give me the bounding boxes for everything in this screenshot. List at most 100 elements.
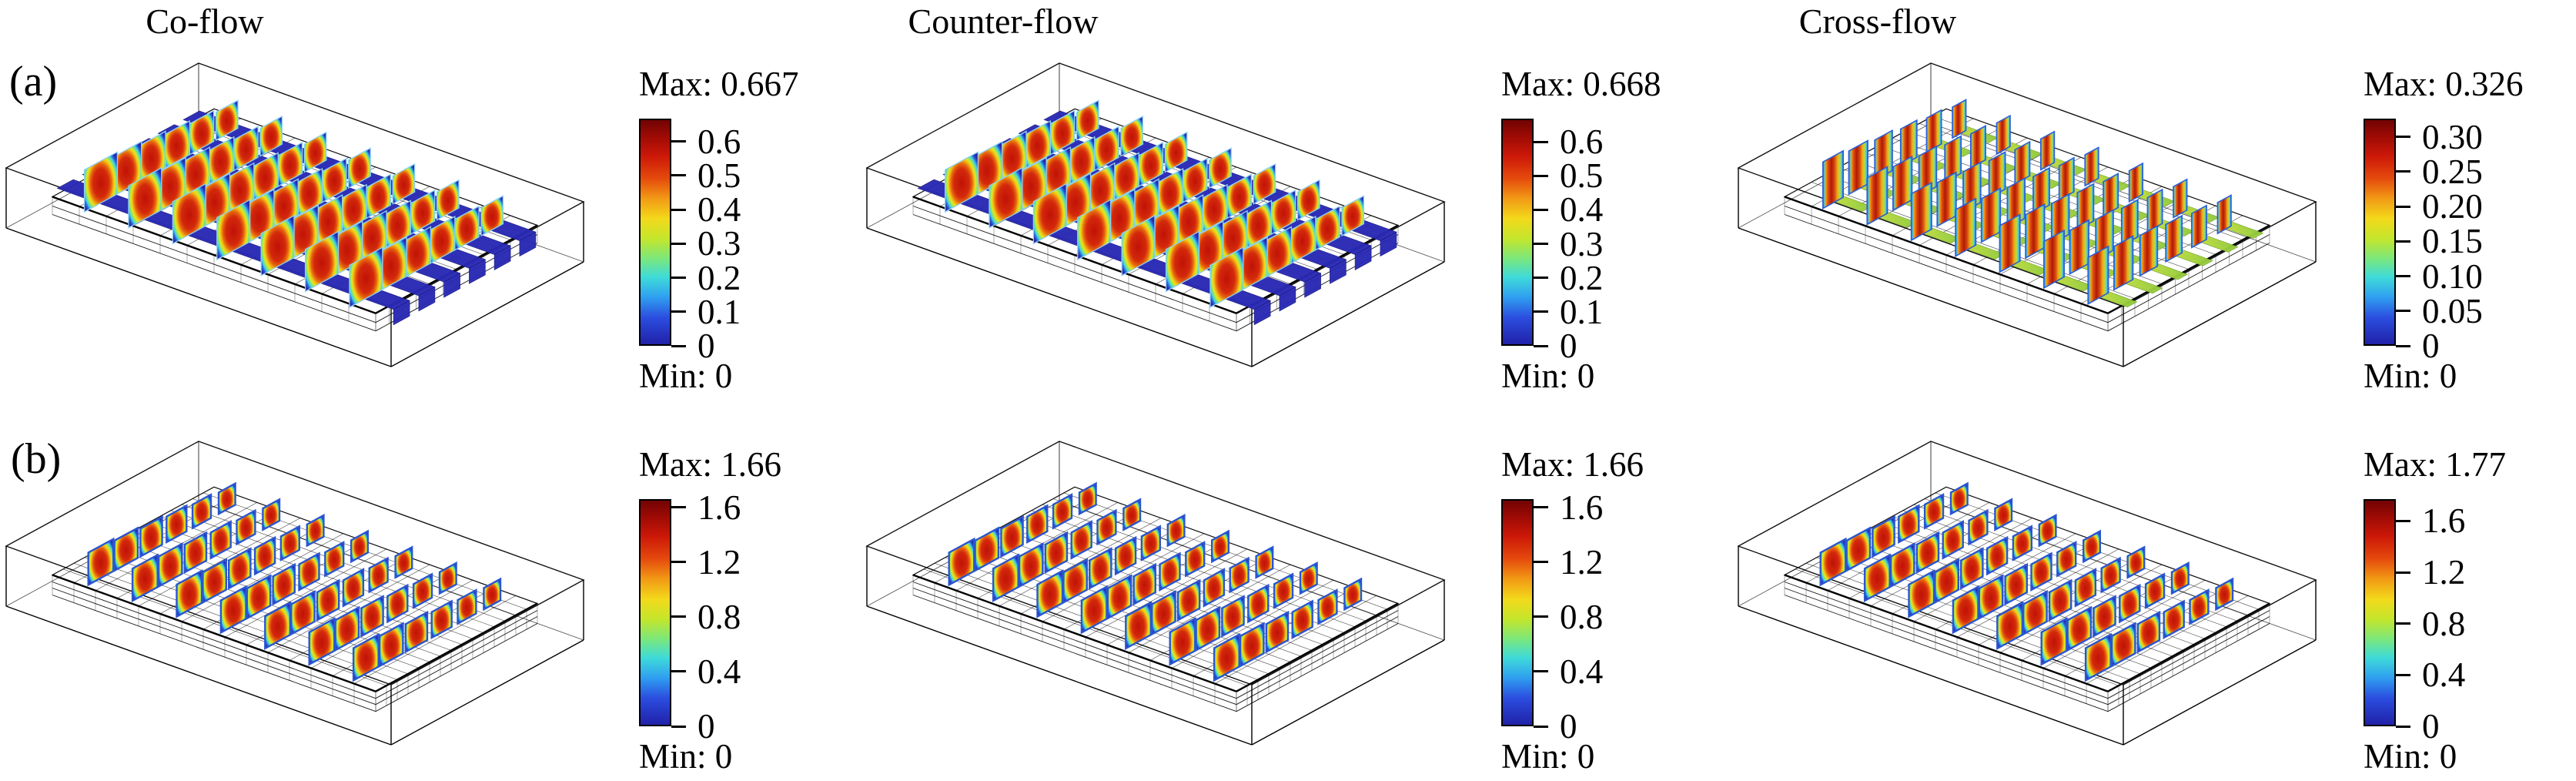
colorbar-tick-label: 0: [1560, 327, 1577, 365]
colorbar-max-label: Max: 1.77: [2364, 445, 2506, 484]
colorbar-b-co-flow: Max: 1.66 1.6 1.2 0.8 0.4 0 Min: 0: [639, 445, 855, 776]
colorbar-gradient: [1501, 499, 1534, 726]
colorbar-tick: [2396, 725, 2410, 728]
colorbar-b-cross-flow: Max: 1.77 1.6 1.2 0.8 0.4 0 Min: 0: [2364, 445, 2576, 776]
colorbar-tick-label: 0.8: [698, 597, 741, 636]
colorbar-tick-label: 0: [698, 707, 715, 746]
panel-b-co-flow: [0, 394, 608, 756]
colorbar-a-counter-flow: Max: 0.668 0.6 0.5 0.4 0.3 0.2 0.1 0 Min: 0: [1501, 65, 1717, 395]
colorbar-tick: [1534, 310, 1548, 313]
colorbar-tick: [1534, 174, 1548, 177]
row-label-a: (a): [9, 58, 58, 106]
colorbar-tick: [671, 208, 686, 211]
colorbar-min-label: Min: 0: [2364, 737, 2457, 776]
colorbar-tick: [2396, 240, 2410, 243]
colorbar-a-co-flow: Max: 0.667 0.6 0.5 0.4 0.3 0.2 0.1 0 Min: 0: [639, 65, 855, 395]
colorbar-tick-label: 0.3: [698, 224, 741, 263]
column-title-counter-flow: Counter-flow: [908, 2, 1099, 41]
colorbar-tick: [671, 174, 686, 177]
colorbar-scale: 1.6 1.2 0.8 0.4 0: [2364, 499, 2465, 746]
panel-a-cross-flow: [1732, 15, 2340, 377]
colorbar-tick: [1534, 277, 1548, 280]
colorbar-gradient: [639, 119, 671, 346]
colorbar-tick-label: 0.05: [2422, 291, 2483, 330]
row-label-b: (b): [11, 435, 62, 483]
colorbar-tick-label: 0.1: [698, 292, 741, 331]
colorbar-tick: [2396, 519, 2410, 522]
column-title-co-flow: Co-flow: [146, 2, 264, 41]
colorbar-tick-label: 0.2: [1560, 258, 1604, 297]
scene-a-counter-flow-3d-plot: [865, 62, 1446, 367]
colorbar-tick: [2396, 275, 2410, 277]
colorbar-tick: [671, 670, 686, 673]
colorbar-tick-label: 1.2: [1560, 542, 1604, 582]
colorbar-tick: [1534, 670, 1548, 673]
colorbar-tick-label: 0.5: [698, 156, 741, 195]
colorbar-min-label: Min: 0: [639, 357, 733, 395]
colorbar-tick: [2396, 571, 2410, 574]
colorbar-tick-label: 0.10: [2422, 256, 2483, 296]
colorbar-tick: [2396, 673, 2410, 676]
colorbar-tick-label: 1.6: [1560, 488, 1604, 527]
colorbar-tick-label: 0: [2422, 327, 2440, 365]
panel-b-counter-flow: [861, 394, 1469, 756]
colorbar-min-label: Min: 0: [1501, 357, 1595, 395]
colorbar-tick-label: 0.4: [698, 652, 741, 691]
colorbar-tick: [671, 344, 686, 347]
colorbar-tick: [671, 140, 686, 143]
colorbar-tick-label: 0.4: [1560, 190, 1604, 230]
scene-b-counter-flow-3d-plot: [865, 441, 1446, 746]
colorbar-tick: [1534, 208, 1548, 211]
colorbar-tick-label: 0: [698, 327, 715, 365]
colorbar-gradient: [639, 499, 671, 726]
colorbar-tick-label: 0: [1560, 707, 1577, 746]
colorbar-tick-label: 0.4: [1560, 652, 1604, 691]
colorbar-tick: [671, 561, 686, 564]
colorbar-scale: 0.6 0.5 0.4 0.3 0.2 0.1 0: [639, 119, 741, 365]
colorbar-tick: [671, 506, 686, 509]
colorbar-tick: [671, 615, 686, 618]
colorbar-tick-label: 0.2: [698, 258, 741, 297]
colorbar-tick-label: 0: [2422, 707, 2440, 746]
colorbar-scale: 0.30 0.25 0.20 0.15 0.10 0.05 0: [2364, 118, 2483, 365]
colorbar-tick-label: 1.2: [698, 542, 741, 582]
colorbar-tick: [2396, 310, 2410, 313]
panel-b-cross-flow: [1732, 394, 2340, 756]
colorbar-tick-label: 0.3: [1560, 224, 1604, 263]
colorbar-tick-label: 0.8: [1560, 597, 1604, 636]
colorbar-scale: 1.6 1.2 0.8 0.4 0: [1501, 488, 1603, 746]
colorbar-tick: [1534, 243, 1548, 245]
colorbar-tick: [1534, 615, 1548, 618]
column-title-cross-flow: Cross-flow: [1798, 2, 1957, 41]
colorbar-tick-label: 1.2: [2422, 553, 2466, 592]
colorbar-tick: [671, 277, 686, 280]
colorbar-a-cross-flow: Max: 0.326 0.30 0.25 0.20 0.15 0.10 0.05 0 Min…: [2364, 65, 2576, 395]
colorbar-tick: [2396, 622, 2410, 625]
colorbar-tick-label: 0.4: [698, 190, 741, 230]
colorbar-max-label: Max: 1.66: [639, 445, 781, 484]
colorbar-b-counter-flow: Max: 1.66 1.6 1.2 0.8 0.4 0 Min: 0: [1501, 445, 1717, 776]
colorbar-scale: 0.6 0.5 0.4 0.3 0.2 0.1 0: [1501, 119, 1603, 365]
panel-a-counter-flow: [861, 15, 1469, 377]
colorbar-max-label: Max: 0.326: [2364, 65, 2524, 103]
colorbar-tick: [1534, 140, 1548, 143]
colorbar-tick-label: 1.6: [698, 488, 741, 527]
colorbar-gradient: [2364, 499, 2396, 726]
colorbar-min-label: Min: 0: [639, 737, 733, 776]
colorbar-tick: [671, 242, 686, 245]
colorbar-tick: [2396, 344, 2410, 347]
colorbar-tick: [2396, 170, 2410, 173]
colorbar-tick: [1534, 725, 1548, 728]
colorbar-min-label: Min: 0: [2364, 357, 2457, 395]
colorbar-tick-label: 0.5: [1560, 156, 1604, 196]
panel-a-co-flow: [0, 15, 608, 377]
colorbar-tick: [1534, 344, 1548, 347]
colorbar-tick-label: 0.25: [2422, 152, 2483, 191]
colorbar-tick-label: 0.30: [2422, 117, 2483, 156]
colorbar-tick: [2396, 205, 2410, 208]
colorbar-tick-label: 0.6: [698, 122, 741, 161]
colorbar-tick-label: 0.4: [2422, 655, 2466, 695]
scene-b-cross-flow-3d-plot: [1737, 441, 2317, 746]
colorbar-tick-label: 0.1: [1560, 292, 1604, 331]
